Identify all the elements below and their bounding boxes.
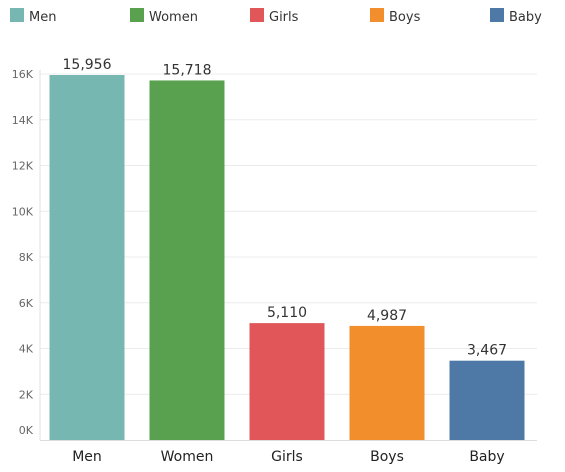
legend-swatch-women xyxy=(130,8,144,22)
y-tick-label: 10K xyxy=(12,205,34,218)
bar-women xyxy=(149,80,225,441)
legend-swatch-boys xyxy=(370,8,384,22)
legend-swatch-men xyxy=(10,8,24,22)
data-label-men: 15,956 xyxy=(63,57,112,73)
data-label-girls: 5,110 xyxy=(267,305,307,321)
x-axis: Men Women Girls Boys Baby xyxy=(40,440,537,465)
legend-swatch-baby xyxy=(490,8,504,22)
bar-baby xyxy=(449,360,525,440)
x-tick-label-men: Men xyxy=(72,449,102,465)
y-tick-label: 14K xyxy=(12,114,34,127)
y-tick-label: 8K xyxy=(19,251,34,264)
bar-boys xyxy=(349,325,425,440)
x-tick-label-women: Women xyxy=(161,449,214,465)
y-tick-label: 12K xyxy=(12,160,34,173)
bar-girls xyxy=(249,323,325,440)
bars xyxy=(49,75,525,441)
data-labels: 15,956 15,718 5,110 4,987 3,467 xyxy=(63,57,508,359)
legend-label-boys: Boys xyxy=(389,10,421,25)
y-tick-label: 0K xyxy=(19,424,34,437)
bar-men xyxy=(49,75,125,440)
legend-label-women: Women xyxy=(149,10,198,25)
x-tick-label-boys: Boys xyxy=(370,449,404,465)
legend-swatch-girls xyxy=(250,8,264,22)
legend-label-girls: Girls xyxy=(269,10,299,25)
x-tick-label-baby: Baby xyxy=(469,449,504,465)
legend-label-men: Men xyxy=(29,10,56,25)
x-tick-label-girls: Girls xyxy=(271,449,303,465)
y-tick-label: 16K xyxy=(12,68,34,81)
legend: Men Women Girls Boys Baby xyxy=(10,8,542,25)
data-label-women: 15,718 xyxy=(163,62,212,78)
legend-label-baby: Baby xyxy=(509,10,542,25)
data-label-boys: 4,987 xyxy=(367,308,407,324)
y-tick-label: 6K xyxy=(19,297,34,310)
y-tick-label: 4K xyxy=(19,343,34,356)
y-axis: 0K 2K 4K 6K 8K 10K 12K 14K 16K xyxy=(12,68,41,440)
y-tick-label: 2K xyxy=(19,388,34,401)
data-label-baby: 3,467 xyxy=(467,343,507,359)
